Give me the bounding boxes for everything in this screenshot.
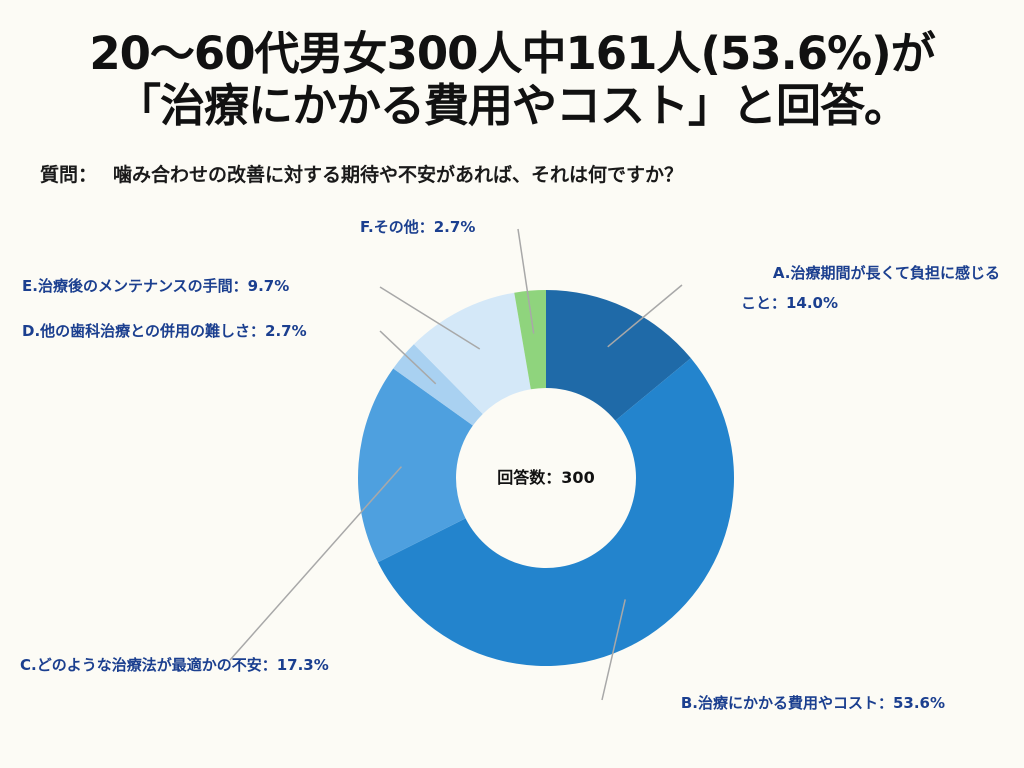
slice-label-b-line-1: B.治療にかかる費用やコスト：53.6% [681, 694, 945, 712]
slice-label-a-line-1: A.治療期間が長くて負担に感じる [773, 264, 1000, 282]
leader-line-b [601, 599, 626, 701]
slice-label-e-line-1: E.治療後のメンテナンスの手間：9.7% [22, 277, 289, 295]
slice-label-f-line-1: F.その他：2.7% [360, 218, 475, 236]
slice-a [546, 290, 691, 421]
leader-line-a [607, 284, 683, 348]
question-text: 質問： 噛み合わせの改善に対する期待や不安があれば、それは何ですか？ [40, 160, 683, 187]
slice-label-c-line-1: C.どのような治療法が最適かの不安：17.3% [20, 656, 329, 674]
question-label: 質問： [40, 164, 98, 186]
leader-lines [229, 228, 683, 701]
slice-c [358, 368, 473, 563]
chart-title-line-1: 20〜60代男女300人中161人(53.6%)が [89, 27, 935, 80]
slice-f [514, 290, 546, 390]
chart-title-line-2: 「治療にかかる費用やコスト」と回答。 [115, 79, 909, 132]
slice-label-d-line-1: D.他の歯科治療との併用の難しさ：2.7% [22, 322, 307, 340]
center-label: 回答数：300 [497, 468, 594, 487]
slice-e [413, 292, 531, 414]
leader-line-e [379, 286, 481, 350]
leader-line-f [517, 228, 535, 334]
question-body: 噛み合わせの改善に対する期待や不安があれば、それは何ですか？ [113, 164, 684, 186]
slice-label-a-line-2: こと：14.0% [741, 294, 838, 312]
slice-b [377, 358, 735, 666]
leader-line-c [229, 466, 403, 661]
leader-line-d [379, 330, 437, 385]
